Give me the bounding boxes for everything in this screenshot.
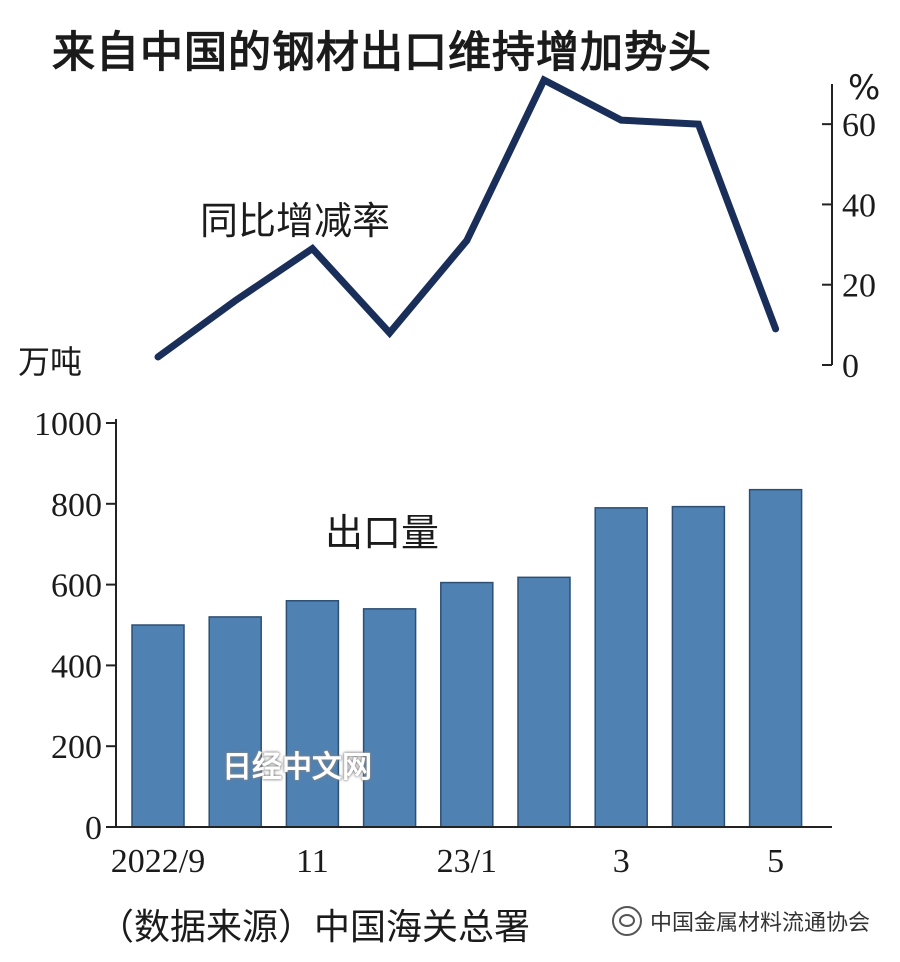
bar-5 <box>748 488 803 828</box>
right-tick-label: 40 <box>842 187 876 224</box>
axes: 0 200 400 600 800 1000 2022/9 11 23/1 3 5 0 20 40 60 <box>34 84 876 880</box>
bar-11 <box>285 600 340 828</box>
left-tick-label: 1000 <box>34 406 102 443</box>
credit-text: 中国金属材料流通协会 <box>650 911 871 936</box>
bar-12 <box>362 608 417 828</box>
left-tick-label: 600 <box>51 568 102 605</box>
left-axis-unit: 万吨 <box>18 343 83 381</box>
bar-4 <box>671 505 726 828</box>
bar-series-label: 出口量 <box>325 511 440 555</box>
line-series-label: 同比增减率 <box>200 199 391 243</box>
wechat-icon <box>612 906 642 936</box>
line-series <box>154 75 780 361</box>
right-tick-label: 60 <box>842 107 876 144</box>
credit: 中国金属材料流通协会 <box>612 905 870 937</box>
left-tick-label: 0 <box>85 810 102 847</box>
bar-3 <box>594 507 648 828</box>
right-axis-unit: % <box>848 68 881 108</box>
bar-2 <box>517 576 571 828</box>
left-tick-label: 200 <box>51 729 102 766</box>
x-tick-label: 23/1 <box>437 843 497 880</box>
x-tick-label: 2022/9 <box>111 843 205 880</box>
bar-2022/9 <box>131 624 185 828</box>
bar-10 <box>208 616 262 828</box>
right-tick-label: 0 <box>842 348 859 385</box>
right-tick-label: 20 <box>842 268 876 305</box>
x-tick-label: 3 <box>613 843 630 880</box>
left-tick-label: 800 <box>51 487 102 524</box>
bar-series <box>131 488 803 828</box>
left-tick-label: 400 <box>51 648 102 685</box>
chart-title: 来自中国的钢材出口维持增加势头 <box>52 28 712 78</box>
bar-23/1 <box>440 581 494 828</box>
x-tick-label: 5 <box>767 843 784 880</box>
source-note: （数据来源）中国海关总署 <box>98 907 531 948</box>
watermark: 日经中文网 <box>222 750 372 785</box>
x-tick-label: 11 <box>296 843 329 880</box>
